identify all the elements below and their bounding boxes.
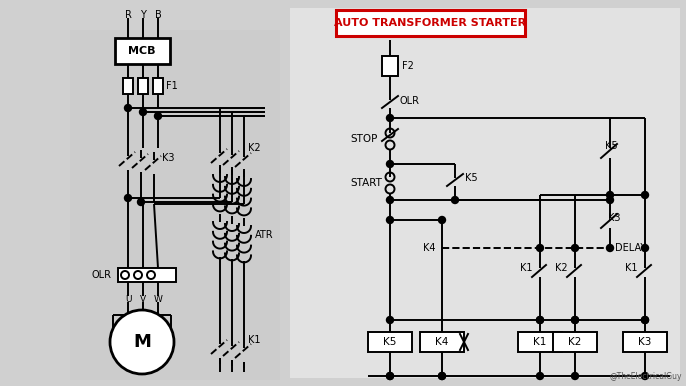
Bar xyxy=(420,332,464,352)
Circle shape xyxy=(386,161,394,168)
Circle shape xyxy=(571,317,578,323)
Bar xyxy=(118,268,176,282)
Text: STOP: STOP xyxy=(350,134,377,144)
Circle shape xyxy=(386,217,394,223)
Bar xyxy=(553,332,597,352)
Circle shape xyxy=(386,317,394,323)
Circle shape xyxy=(438,372,445,379)
Text: F2: F2 xyxy=(402,61,414,71)
Circle shape xyxy=(147,271,155,279)
Bar xyxy=(138,78,148,94)
Circle shape xyxy=(139,108,147,115)
Text: Y: Y xyxy=(140,10,146,20)
Text: OLR: OLR xyxy=(400,96,420,106)
Text: K1: K1 xyxy=(248,335,261,345)
Circle shape xyxy=(571,317,578,323)
Bar xyxy=(70,30,280,380)
Circle shape xyxy=(438,217,445,223)
Bar xyxy=(153,78,163,94)
Circle shape xyxy=(134,271,142,279)
Text: DELAY: DELAY xyxy=(615,243,646,253)
Text: K2: K2 xyxy=(248,143,261,153)
Text: W: W xyxy=(154,296,163,305)
Circle shape xyxy=(386,115,394,122)
Text: F1: F1 xyxy=(166,81,178,91)
Circle shape xyxy=(386,372,394,379)
Circle shape xyxy=(571,372,578,379)
Text: K4: K4 xyxy=(436,337,449,347)
Text: V: V xyxy=(140,296,146,305)
Bar xyxy=(290,8,680,378)
Text: R: R xyxy=(125,10,132,20)
Circle shape xyxy=(154,112,161,120)
Text: @TheElectricalGuy: @TheElectricalGuy xyxy=(609,372,682,381)
Text: K1: K1 xyxy=(533,337,547,347)
Circle shape xyxy=(438,372,445,379)
Circle shape xyxy=(641,372,648,379)
Text: K4: K4 xyxy=(423,243,435,253)
FancyBboxPatch shape xyxy=(336,10,525,36)
Circle shape xyxy=(641,191,648,198)
Circle shape xyxy=(571,244,578,252)
Text: K1: K1 xyxy=(520,263,532,273)
Text: K5: K5 xyxy=(383,337,397,347)
Circle shape xyxy=(121,271,129,279)
Text: K5: K5 xyxy=(605,141,617,151)
Text: K1: K1 xyxy=(625,263,637,273)
Text: START: START xyxy=(350,178,382,188)
Text: MCB: MCB xyxy=(128,46,156,56)
Circle shape xyxy=(451,196,458,203)
Bar xyxy=(623,332,667,352)
Text: U: U xyxy=(125,296,131,305)
Circle shape xyxy=(641,317,648,323)
Bar xyxy=(382,56,398,76)
Text: AUTO TRANSFORMER STARTER: AUTO TRANSFORMER STARTER xyxy=(334,18,526,28)
Circle shape xyxy=(124,105,132,112)
Text: K5: K5 xyxy=(465,173,477,183)
Text: B: B xyxy=(154,10,161,20)
Text: K3: K3 xyxy=(638,337,652,347)
Circle shape xyxy=(606,196,613,203)
Circle shape xyxy=(124,195,132,201)
Text: ATR: ATR xyxy=(255,230,274,240)
Circle shape xyxy=(536,317,543,323)
Bar xyxy=(115,38,170,64)
Circle shape xyxy=(606,191,613,198)
Circle shape xyxy=(606,244,613,252)
Circle shape xyxy=(386,196,394,203)
Circle shape xyxy=(137,198,145,205)
Circle shape xyxy=(536,317,543,323)
Circle shape xyxy=(641,244,648,252)
Text: OLR: OLR xyxy=(92,270,112,280)
Text: M: M xyxy=(133,333,151,351)
Bar xyxy=(518,332,562,352)
Circle shape xyxy=(386,372,394,379)
Circle shape xyxy=(641,317,648,323)
Text: K3: K3 xyxy=(608,213,621,223)
Bar xyxy=(368,332,412,352)
Circle shape xyxy=(536,244,543,252)
Text: K3: K3 xyxy=(162,153,174,163)
Text: K2: K2 xyxy=(568,337,582,347)
Circle shape xyxy=(110,310,174,374)
Bar xyxy=(123,78,133,94)
Circle shape xyxy=(536,372,543,379)
Text: K2: K2 xyxy=(555,263,567,273)
